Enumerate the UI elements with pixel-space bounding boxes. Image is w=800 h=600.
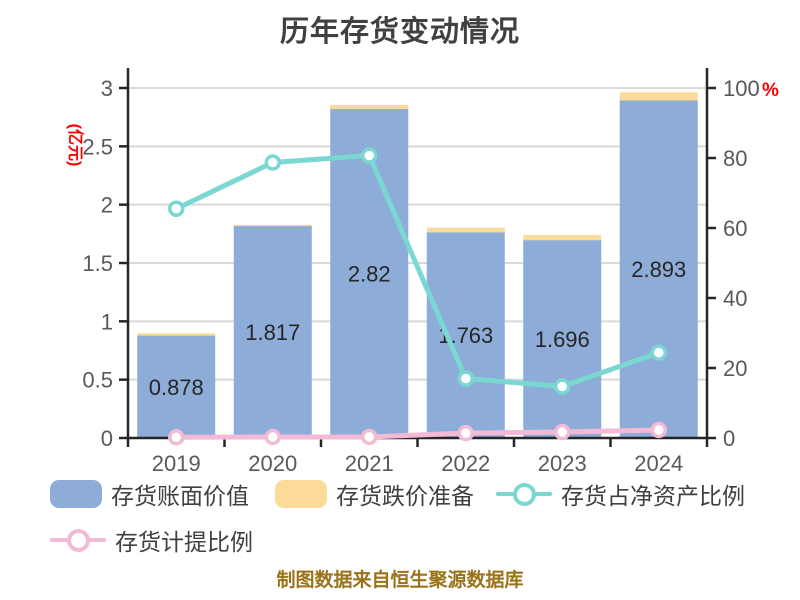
legend-swatch-orange <box>275 480 327 508</box>
marker-net-asset-ratio <box>650 344 667 361</box>
left-axis-unit: (亿元) <box>66 124 85 167</box>
marker-accrual-ratio <box>264 428 281 446</box>
legend-item-accrual-ratio: 存货计提比例 <box>50 523 253 557</box>
x-tick-label: 2021 <box>345 451 394 476</box>
page-title: 历年存货变动情况 <box>279 16 520 48</box>
bar-book-value <box>137 335 216 438</box>
right-tick-label: 60 <box>723 216 747 241</box>
bar-provision <box>233 224 312 227</box>
bar-book-value <box>233 226 312 438</box>
bar-book-value <box>523 240 602 438</box>
marker-accrual-ratio <box>650 421 667 439</box>
bar-book-value <box>330 109 409 438</box>
x-tick-label: 2020 <box>248 451 297 476</box>
bar-value-label: 2.893 <box>631 257 686 282</box>
legend-swatch-blue <box>50 480 102 508</box>
left-tick-label: 1 <box>101 309 113 334</box>
left-tick-label: 0.5 <box>82 368 113 393</box>
x-tick-label: 2022 <box>441 451 490 476</box>
right-tick-label: 20 <box>723 356 747 381</box>
bar-value-label: 1.696 <box>535 327 590 352</box>
line-net-asset-ratio <box>173 153 662 390</box>
legend-label: 存货计提比例 <box>115 529 253 555</box>
line-accrual-ratio <box>173 427 662 440</box>
marker-net-asset-ratio <box>168 200 185 217</box>
legend-label: 存货占净资产比例 <box>561 483 745 509</box>
bar-provision <box>523 234 602 241</box>
bar-book-value <box>426 232 505 438</box>
legend-item-net-asset-ratio: 存货占净资产比例 <box>496 477 745 511</box>
legend-label: 存货跌价准备 <box>336 483 474 509</box>
x-tick-label: 2023 <box>538 451 587 476</box>
marker-accrual-ratio <box>554 423 571 441</box>
marker-accrual-ratio <box>168 429 185 446</box>
marker-net-asset-ratio <box>457 370 474 387</box>
marker-net-asset-ratio <box>264 154 281 171</box>
right-tick-label: 40 <box>723 286 747 311</box>
bar-provision <box>619 92 698 101</box>
marker-accrual-ratio <box>457 424 474 442</box>
bar-value-label: 2.82 <box>348 262 391 287</box>
bar-value-label: 1.817 <box>245 320 300 345</box>
legend-label: 存货账面价值 <box>111 483 249 509</box>
bar-book-value <box>619 100 698 438</box>
bar-provision <box>426 227 505 233</box>
data-source-note: 制图数据来自恒生聚源数据库 <box>276 570 524 591</box>
legend-item-provision: 存货跌价准备 <box>275 477 474 511</box>
left-tick-label: 2.5 <box>82 134 113 159</box>
x-tick-label: 2024 <box>634 451 683 476</box>
legend-item-book-value: 存货账面价值 <box>50 477 249 511</box>
right-tick-label: 80 <box>723 146 747 171</box>
right-tick-label: 0 <box>723 426 735 451</box>
bar-provision <box>330 104 409 109</box>
bar-value-label: 0.878 <box>149 375 204 400</box>
right-axis-unit: % <box>762 80 779 101</box>
legend-line-dot-teal <box>496 480 552 508</box>
left-tick-label: 1.5 <box>82 251 113 276</box>
left-tick-label: 2 <box>101 193 113 218</box>
left-tick-label: 3 <box>101 76 113 101</box>
x-tick-label: 2019 <box>152 451 201 476</box>
marker-accrual-ratio <box>361 428 378 446</box>
left-tick-label: 0 <box>101 426 113 451</box>
legend-line-dot-pink <box>50 526 106 554</box>
marker-net-asset-ratio <box>361 147 378 164</box>
marker-net-asset-ratio <box>554 378 571 395</box>
right-tick-label: 100 <box>723 76 760 101</box>
bar-provision <box>137 333 216 336</box>
